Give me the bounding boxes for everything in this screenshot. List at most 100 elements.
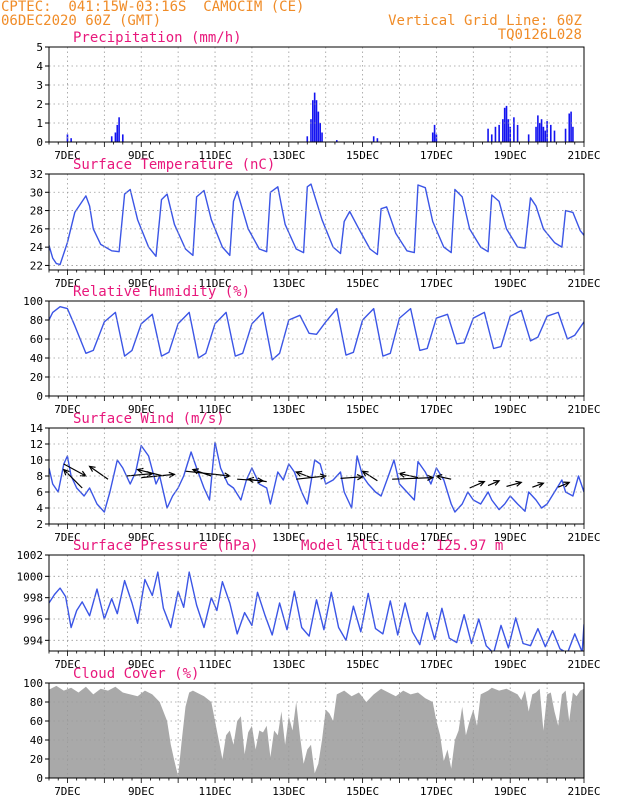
- wind-arrow-shaft: [248, 478, 267, 483]
- x-tick-label: 9DEC: [128, 785, 155, 798]
- wind-arrow-shaft: [506, 481, 522, 487]
- precip-bar: [540, 119, 543, 142]
- precip-bar: [306, 136, 309, 142]
- x-tick-label: 15DEC: [346, 149, 379, 162]
- precip-bar: [335, 140, 338, 142]
- cloud-title: Cloud Cover (%): [73, 666, 199, 682]
- x-tick-label: 11DEC: [198, 149, 231, 162]
- y-tick-label: 60: [30, 715, 43, 728]
- precip-bar: [313, 92, 316, 142]
- x-tick-label: 15DEC: [346, 785, 379, 798]
- x-tick-label: 13DEC: [272, 277, 305, 290]
- pressure-panel: 994 996 998 1000 1002 7DEC 9DEC 11DEC 13DEC 15DEC…: [17, 538, 601, 671]
- temperature-frame: [48, 173, 585, 271]
- y-tick-label: 3: [36, 79, 43, 92]
- precip-bar: [498, 124, 500, 142]
- precip-bar: [321, 132, 323, 142]
- x-tick-label: 7DEC: [54, 531, 81, 544]
- precipitation-panel: 0 1 2 3 4 5 7DEC 9DEC 11DEC 13DEC 15DEC 17DEC 19DEC 2…: [36, 30, 600, 162]
- y-tick-label: 30: [30, 186, 43, 199]
- x-tick-label: 9DEC: [128, 277, 155, 290]
- y-tick-label: 1: [36, 117, 43, 130]
- x-tick-label: 13DEC: [272, 785, 305, 798]
- wind-arrow-head: [515, 480, 523, 487]
- precip-bar: [570, 111, 572, 142]
- humidity-line: [49, 306, 584, 361]
- y-tick-label: 40: [30, 734, 43, 747]
- y-tick-label: 60: [30, 333, 43, 346]
- precip-bar: [544, 130, 547, 142]
- y-tick-label: 26: [30, 223, 43, 236]
- x-tick-label: 7DEC: [54, 785, 81, 798]
- wind-arrow-head: [478, 480, 486, 487]
- wind-arrow-head: [426, 474, 435, 481]
- wind-arrow-shaft: [192, 469, 212, 477]
- x-tick-label: 17DEC: [420, 149, 453, 162]
- precip-bar: [317, 111, 320, 142]
- precip-bar: [502, 119, 504, 142]
- x-tick-label: 9DEC: [128, 658, 155, 671]
- x-tick-label: 7DEC: [54, 149, 81, 162]
- pressure-title: Surface Pressure (hPa): [73, 538, 258, 554]
- precip-bar: [312, 100, 314, 142]
- humidity-panel: 0 20 40 60 80 100 7DEC 9DEC 11DEC 13DEC 15DEC 17DEC…: [23, 284, 600, 416]
- precip-bar: [490, 134, 493, 142]
- precip-bar: [118, 117, 120, 142]
- precip-bar: [535, 126, 537, 142]
- precip-bar: [509, 126, 512, 142]
- wind-arrow-shaft: [137, 469, 164, 477]
- precip-bar: [319, 123, 321, 142]
- y-tick-label: 0: [36, 772, 43, 785]
- precip-bar: [310, 119, 312, 142]
- wind-arrow-shaft: [487, 480, 500, 487]
- x-tick-label: 15DEC: [346, 658, 379, 671]
- wind-arrow-head: [88, 465, 96, 472]
- y-tick-label: 4: [36, 502, 43, 515]
- precip-bar: [121, 134, 124, 142]
- x-tick-label: 21DEC: [567, 658, 600, 671]
- temperature-panel: 22 24 26 28 30 32 7DEC 9DEC 11DEC 13DEC 15DEC 17DEC…: [30, 157, 601, 290]
- y-tick-label: 100: [23, 677, 43, 690]
- x-tick-label: 13DEC: [272, 403, 305, 416]
- precip-bar: [568, 113, 571, 142]
- y-tick-label: 80: [30, 696, 43, 709]
- precip-bar: [516, 124, 519, 142]
- y-tick-label: 14: [30, 422, 44, 435]
- precip-bar: [376, 138, 379, 142]
- precip-bar: [110, 136, 113, 142]
- x-tick-label: 21DEC: [567, 403, 600, 416]
- y-tick-label: 2: [36, 518, 43, 531]
- x-tick-label: 19DEC: [494, 403, 527, 416]
- x-tick-label: 19DEC: [494, 277, 527, 290]
- wind-arrow-head: [563, 481, 571, 488]
- wind-arrow-head: [361, 470, 369, 477]
- wind-arrow-shaft: [63, 463, 87, 477]
- wind-arrow-shaft: [89, 465, 109, 480]
- precip-bar: [433, 124, 436, 142]
- x-tick-label: 17DEC: [420, 277, 453, 290]
- y-tick-label: 998: [23, 592, 43, 605]
- x-tick-label: 9DEC: [128, 149, 155, 162]
- y-tick-label: 1000: [17, 570, 44, 583]
- x-tick-label: 21DEC: [567, 531, 600, 544]
- temperature-title: Surface Temperature (nC): [73, 157, 275, 173]
- x-tick-label: 15DEC: [346, 277, 379, 290]
- humidity-title: Relative Humidity (%): [73, 284, 250, 300]
- model-code-header: TQ0126L028: [497, 27, 582, 43]
- x-tick-label: 7DEC: [54, 277, 81, 290]
- x-tick-label: 11DEC: [198, 277, 231, 290]
- precip-bar: [505, 105, 508, 142]
- temperature-line: [49, 183, 584, 266]
- x-tick-label: 17DEC: [420, 403, 453, 416]
- y-tick-label: 20: [30, 753, 43, 766]
- x-tick-label: 13DEC: [272, 149, 305, 162]
- wind-arrow-shaft: [532, 482, 544, 488]
- precip-bar: [538, 123, 541, 142]
- x-tick-label: 11DEC: [198, 403, 231, 416]
- y-tick-label: 32: [30, 168, 43, 181]
- wind-arrow-shaft: [399, 473, 419, 479]
- model-altitude-annotation: Model Altitude: 125.97 m: [301, 538, 503, 554]
- x-tick-label: 7DEC: [54, 658, 81, 671]
- y-tick-label: 1002: [17, 549, 44, 562]
